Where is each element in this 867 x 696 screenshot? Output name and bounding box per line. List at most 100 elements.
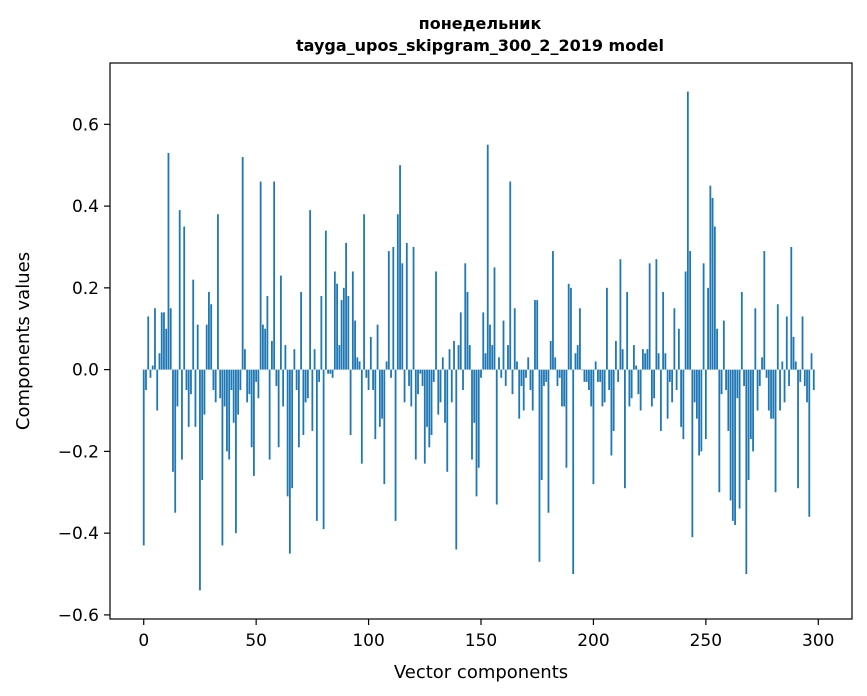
- bars-group: [142, 91, 815, 591]
- bar: [430, 369, 433, 436]
- bar: [554, 357, 557, 370]
- x-tick-label: 200: [577, 631, 609, 651]
- bar: [208, 291, 210, 370]
- y-tick-label: −0.6: [58, 606, 99, 626]
- bar: [178, 210, 181, 370]
- bar: [320, 296, 323, 370]
- bar: [619, 259, 622, 370]
- bar: [318, 369, 321, 382]
- bar: [306, 369, 309, 399]
- x-tick-label: 50: [245, 631, 267, 651]
- bar: [693, 369, 696, 403]
- bar: [810, 353, 813, 370]
- bar: [453, 341, 455, 370]
- bar: [201, 369, 204, 480]
- bar: [462, 369, 464, 391]
- bar: [417, 369, 419, 395]
- bar: [621, 349, 624, 370]
- bar: [174, 369, 177, 513]
- bar: [606, 287, 608, 370]
- bar: [624, 369, 626, 489]
- bar: [666, 369, 669, 419]
- bar: [686, 91, 689, 370]
- bar: [194, 369, 197, 427]
- bar: [288, 369, 291, 554]
- bar: [419, 369, 422, 374]
- bar: [187, 369, 190, 427]
- y-tick-label: −0.2: [58, 442, 99, 462]
- bar: [684, 271, 687, 370]
- bar: [385, 361, 388, 370]
- bar: [459, 312, 462, 370]
- bar: [561, 369, 563, 407]
- bar: [399, 165, 401, 370]
- bar: [513, 308, 516, 370]
- bar: [691, 369, 694, 538]
- y-axis-ticks: −0.6 −0.4 −0.2 0.0 0.2 0.4 0.6: [58, 115, 110, 626]
- bar: [657, 353, 660, 370]
- bar: [635, 365, 638, 370]
- bar: [794, 361, 797, 370]
- bar: [808, 369, 811, 517]
- bar: [217, 214, 219, 370]
- bar: [565, 369, 568, 468]
- bar: [203, 369, 206, 415]
- bar: [363, 214, 365, 370]
- bar: [372, 369, 374, 391]
- bar: [163, 312, 165, 370]
- bar: [489, 324, 491, 370]
- bar: [718, 369, 721, 493]
- bar: [538, 369, 541, 562]
- bar: [543, 369, 545, 386]
- x-tick-label: 150: [465, 631, 497, 651]
- bar: [783, 369, 786, 403]
- bar: [226, 369, 228, 452]
- bar: [381, 369, 383, 419]
- plot-area-frame: [109, 62, 853, 620]
- bar: [522, 369, 525, 411]
- bar: [498, 357, 500, 370]
- bar: [412, 246, 415, 370]
- bar: [576, 345, 579, 370]
- bar: [439, 369, 442, 403]
- bar: [547, 369, 550, 513]
- bar: [615, 341, 617, 370]
- bar: [315, 369, 318, 521]
- bar: [650, 369, 653, 407]
- bar: [264, 328, 267, 370]
- bar: [668, 369, 671, 382]
- bar: [574, 353, 577, 370]
- bar: [219, 369, 222, 399]
- bar: [590, 369, 593, 407]
- bar: [441, 357, 444, 370]
- bar: [752, 369, 754, 452]
- bar: [770, 369, 772, 419]
- bar: [682, 369, 685, 440]
- bar: [659, 369, 662, 431]
- bar: [781, 361, 784, 370]
- bar: [414, 369, 417, 460]
- bar: [448, 349, 451, 370]
- bar: [154, 308, 156, 370]
- bar: [235, 369, 237, 534]
- bar: [277, 369, 280, 448]
- bar: [401, 263, 404, 370]
- bar: [761, 357, 763, 370]
- bar: [556, 369, 559, 386]
- bar: [653, 369, 656, 399]
- bar: [747, 369, 750, 480]
- bar: [423, 369, 426, 464]
- bar: [601, 369, 604, 407]
- bar: [457, 345, 460, 370]
- bar: [228, 369, 231, 460]
- bar: [293, 349, 296, 370]
- bar: [597, 369, 599, 382]
- bar: [255, 369, 258, 382]
- bar: [279, 275, 282, 370]
- bar: [167, 152, 170, 370]
- bar: [702, 263, 705, 370]
- bar: [367, 369, 370, 391]
- bar: [534, 300, 536, 370]
- bar: [338, 345, 341, 370]
- bar: [378, 369, 381, 427]
